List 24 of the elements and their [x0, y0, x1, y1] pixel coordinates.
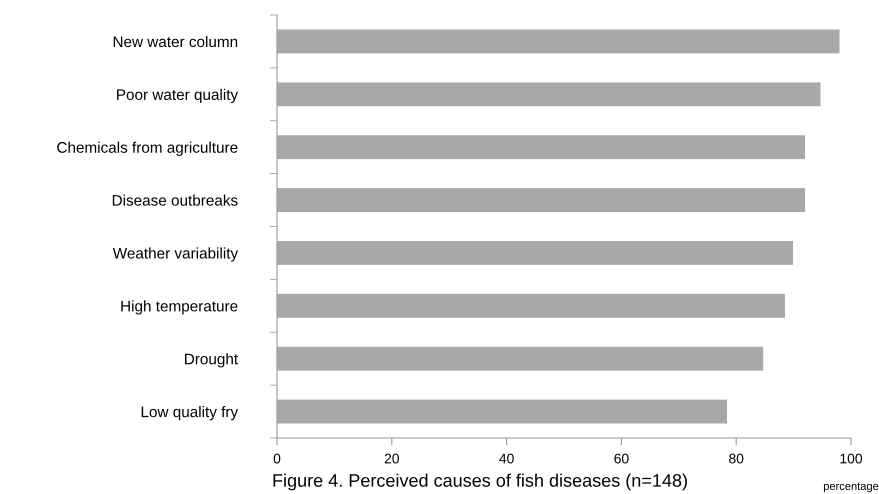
x-tick-label: 100 — [840, 454, 862, 464]
bar — [277, 188, 806, 212]
bar — [277, 135, 806, 160]
y-tick-label: High temperature — [121, 300, 238, 315]
bar — [277, 241, 794, 265]
y-tick-label: Poor water quality — [117, 88, 238, 104]
y-tick-label: Disease outbreaks — [112, 194, 238, 206]
bar — [277, 400, 728, 424]
caption: Figure 4. Perceived causes of fish diseases (n=148) — [273, 474, 687, 490]
x-tick-label: 0 — [274, 454, 280, 464]
bar — [277, 294, 785, 318]
bar — [277, 30, 840, 54]
bar — [277, 82, 821, 106]
bar — [277, 346, 764, 371]
x-tick-label: 20 — [384, 454, 399, 464]
y-tick-label: Weather variability — [112, 247, 238, 262]
x-tick-label: 40 — [499, 454, 514, 464]
x-axis-title: percentage — [824, 482, 878, 492]
x-tick-label: 60 — [614, 454, 629, 464]
y-tick-label: Drought — [185, 353, 238, 368]
y-tick-label: Low quality fry — [142, 406, 238, 420]
y-tick-label: Chemicals from agriculture — [57, 142, 238, 156]
x-tick-label: 80 — [729, 454, 744, 464]
y-tick-label: New water column — [114, 36, 238, 48]
